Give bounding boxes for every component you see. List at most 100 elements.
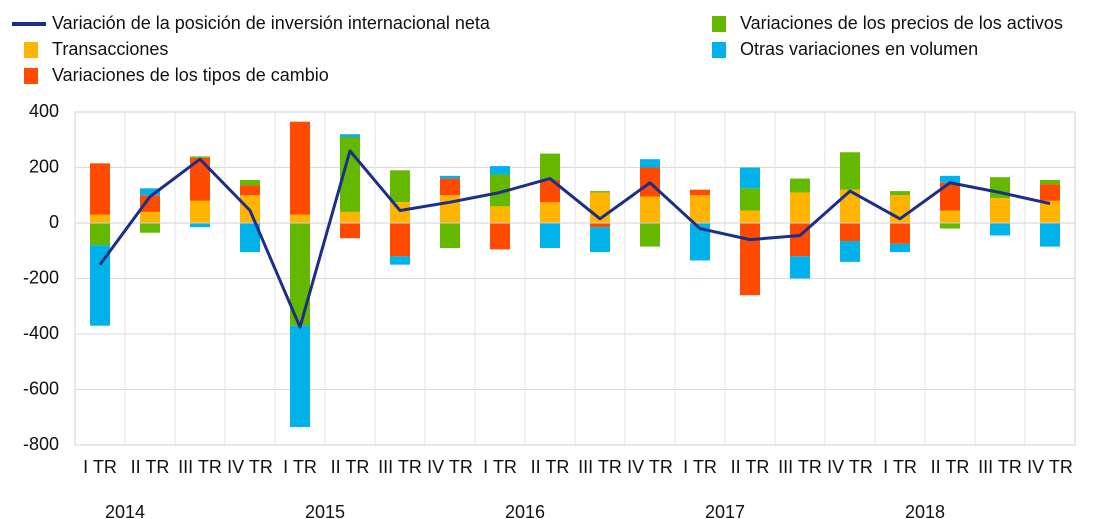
bar-segment <box>290 121 310 215</box>
bar-segment <box>190 223 210 228</box>
x-tick-label: IV TR <box>227 457 273 477</box>
bar-segment <box>190 200 210 223</box>
bar-segment <box>390 223 410 257</box>
bar-segment <box>290 325 310 427</box>
y-tick-label: 200 <box>29 156 59 176</box>
bar-segment <box>140 223 160 233</box>
bar-segment <box>490 166 510 175</box>
x-tick-label: IV TR <box>1027 457 1073 477</box>
legend-label: Variación de la posición de inversión in… <box>52 13 491 33</box>
bar-segment <box>790 256 810 279</box>
bar-segment <box>190 156 210 158</box>
x-tick-label: IV TR <box>827 457 873 477</box>
bar-segment <box>840 152 860 190</box>
x-tick-label: I TR <box>283 457 317 477</box>
bar-segment <box>540 223 560 248</box>
bar-segment <box>940 175 960 183</box>
bar-segment <box>890 191 910 196</box>
x-tick-label: III TR <box>978 457 1022 477</box>
bar-segment <box>340 211 360 223</box>
bar-segment <box>990 198 1010 223</box>
x-tick-label: III TR <box>578 457 622 477</box>
y-tick-label: -800 <box>23 434 59 454</box>
bar-segment <box>790 192 810 223</box>
bar-segment <box>1040 223 1060 247</box>
plot-frame <box>74 111 1076 446</box>
bar-segment <box>190 157 210 201</box>
legend-swatch <box>712 16 726 32</box>
x-tick-label: IV TR <box>627 457 673 477</box>
x-tick-label: I TR <box>83 457 117 477</box>
bar-segment <box>840 223 860 242</box>
bar-segment <box>240 185 260 196</box>
x-tick-label: III TR <box>778 457 822 477</box>
y-tick-label: -600 <box>23 378 59 398</box>
legend-swatch <box>24 42 38 58</box>
x-tick-label: II TR <box>331 457 370 477</box>
bar-segment <box>90 163 110 215</box>
x-tick-label: I TR <box>683 457 717 477</box>
bar-segment <box>690 223 710 261</box>
legend-swatch <box>712 42 726 58</box>
bar-segment <box>640 159 660 168</box>
bar-segment <box>490 223 510 250</box>
bar-segment <box>90 214 110 223</box>
bar-segment <box>440 223 460 248</box>
legend-swatch <box>24 68 38 84</box>
bar-segment <box>890 243 910 253</box>
bar-segment <box>940 210 960 223</box>
y-tick-label: -400 <box>23 323 59 343</box>
bar-segment <box>540 179 560 203</box>
legend-label: Transacciones <box>52 39 168 59</box>
bar-segment <box>90 245 110 326</box>
y-tick-label: -200 <box>23 267 59 287</box>
bar-segment <box>140 188 160 196</box>
year-label: 2017 <box>705 502 745 519</box>
bar-segment <box>490 174 510 207</box>
bar-segment <box>590 223 610 228</box>
bar-segment <box>540 153 560 180</box>
x-tick-label: III TR <box>178 457 222 477</box>
legend-label: Variaciones de los precios de los activo… <box>740 13 1063 33</box>
bar-segment <box>390 256 410 265</box>
bar-segment <box>340 134 360 137</box>
legend-label: Variaciones de los tipos de cambio <box>52 65 329 85</box>
bar-segment <box>640 196 660 223</box>
x-tick-label: II TR <box>131 457 170 477</box>
bar-segment <box>840 189 860 223</box>
bar-segment <box>140 195 160 212</box>
bar-segment <box>240 223 260 253</box>
bar-segment <box>390 202 410 223</box>
bar-segment <box>940 223 960 229</box>
x-tick-label: II TR <box>931 457 970 477</box>
legend-label: Otras variaciones en volumen <box>740 39 978 59</box>
bar-segment <box>590 191 610 193</box>
bar-segment <box>290 223 310 326</box>
bar-segment <box>740 188 760 211</box>
bar-segment <box>90 223 110 246</box>
bar-segment <box>890 223 910 244</box>
bar-segment <box>390 170 410 203</box>
y-tick-label: 0 <box>49 212 59 232</box>
year-label: 2015 <box>305 502 345 519</box>
bar-segment <box>490 206 510 223</box>
x-tick-label: II TR <box>531 457 570 477</box>
year-label: 2014 <box>105 502 145 519</box>
bar-segment <box>740 210 760 223</box>
bar-segment <box>240 179 260 186</box>
x-tick-label: III TR <box>378 457 422 477</box>
x-tick-label: I TR <box>483 457 517 477</box>
bar-segment <box>840 241 860 262</box>
bar-segment <box>540 202 560 223</box>
bar-segment <box>340 223 360 239</box>
bar-segment <box>1040 184 1060 201</box>
x-tick-label: I TR <box>883 457 917 477</box>
bar-segment <box>140 211 160 223</box>
bar-segment <box>290 214 310 223</box>
bar-segment <box>940 182 960 211</box>
bar-segment <box>790 178 810 193</box>
bar-segment <box>440 178 460 196</box>
x-tick-label: II TR <box>731 457 770 477</box>
y-tick-label: 400 <box>29 101 59 121</box>
